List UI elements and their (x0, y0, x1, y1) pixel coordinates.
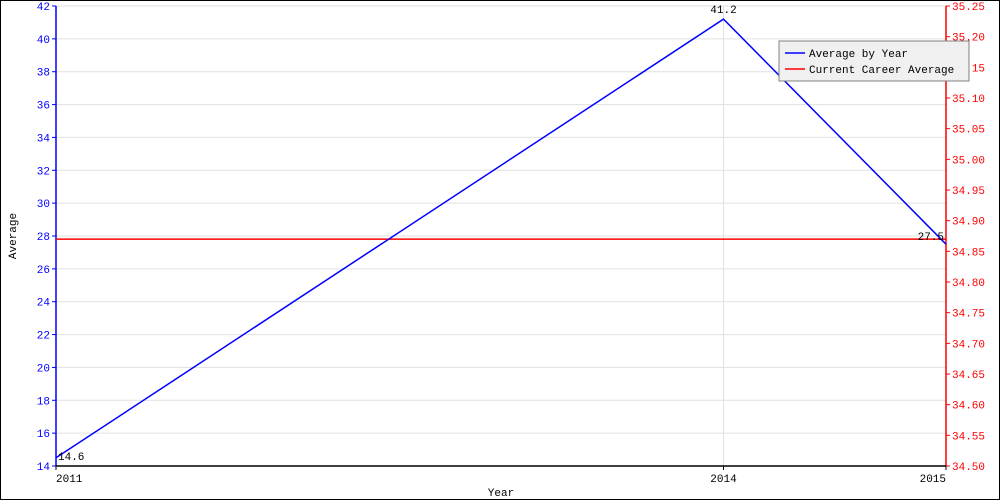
y-left-tick-label: 30 (37, 199, 50, 211)
y-right-tick-label: 34.70 (952, 339, 985, 351)
y-right-tick-label: 34.90 (952, 217, 985, 229)
y-left-tick-label: 42 (37, 2, 50, 14)
y-left-tick-label: 32 (37, 166, 50, 178)
x-tick-label: 2014 (710, 474, 737, 486)
y-left-tick-label: 38 (37, 68, 50, 80)
y-right-tick-label: 34.95 (952, 186, 985, 198)
y-left-tick-label: 40 (37, 35, 50, 47)
y-left-tick-label: 20 (37, 363, 50, 375)
line-chart: 14 16 18 20 22 24 26 28 30 32 34 36 38 40 42 34.50 34.55… (1, 1, 999, 499)
y-left-tick-label: 36 (37, 101, 50, 113)
legend: Average by Year Current Career Average (779, 41, 969, 81)
point-label: 41.2 (710, 5, 736, 17)
y-left-tick-label: 16 (37, 429, 50, 441)
legend-label: Average by Year (809, 49, 908, 61)
y-right-tick-label: 35.25 (952, 2, 985, 14)
x-tick-label: 2015 (920, 474, 946, 486)
y-left-tick-label: 22 (37, 331, 50, 343)
y-left-tick-label: 24 (37, 298, 51, 310)
y-right-tick-label: 34.80 (952, 278, 985, 290)
y-right-tick-label: 35.00 (952, 155, 985, 167)
y-right-tick-label: 34.65 (952, 370, 985, 382)
y-right-tick-label: 34.75 (952, 309, 985, 321)
point-label: 14.6 (58, 452, 84, 464)
y-left-tick-label: 28 (37, 232, 50, 244)
y-left-axis-label: Average (8, 213, 20, 259)
y-right-tick-label: 34.55 (952, 431, 985, 443)
y-right-tick-label: 34.50 (952, 462, 985, 474)
y-right-tick-label: 35.05 (952, 125, 985, 137)
y-left-tick-label: 14 (37, 462, 51, 474)
x-tick-label: 2011 (56, 474, 83, 486)
x-axis-label: Year (488, 488, 514, 499)
chart-container: 14 16 18 20 22 24 26 28 30 32 34 36 38 40 42 34.50 34.55… (0, 0, 1000, 500)
point-label: 27.5 (918, 232, 944, 244)
y-right-tick-label: 35.10 (952, 94, 985, 106)
legend-label: Current Career Average (809, 65, 954, 77)
y-right-tick-label: 34.60 (952, 401, 985, 413)
y-right-tick-label: 34.85 (952, 247, 985, 259)
y-left-tick-label: 34 (37, 133, 51, 145)
y-left-tick-label: 18 (37, 396, 50, 408)
y-left-tick-label: 26 (37, 265, 50, 277)
